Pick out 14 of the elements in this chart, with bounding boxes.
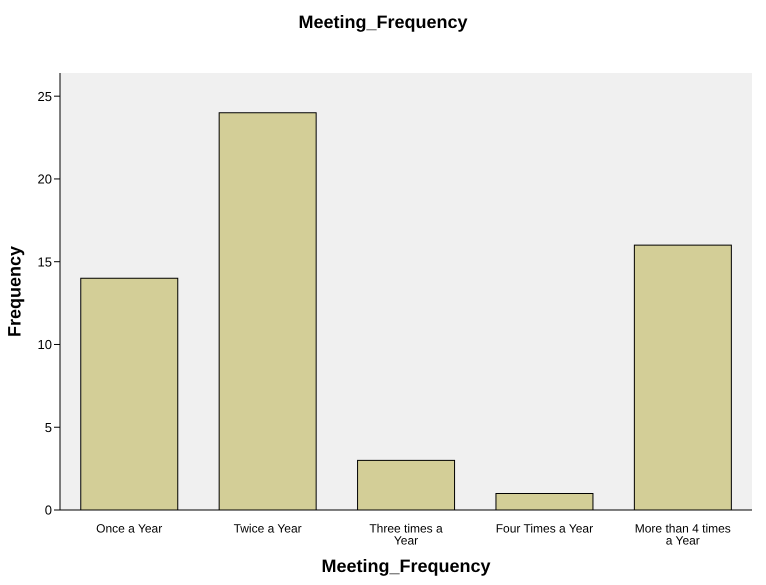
y-tick-label: 5 [44,420,52,435]
y-tick-label: 0 [44,502,52,518]
y-tick-label: 20 [38,172,52,187]
y-tick-label: 25 [38,88,52,104]
y-axis-title: Frequency [4,246,24,338]
x-tick-label: More than 4 times a Year [634,522,731,548]
x-tick-label: Twice a Year [234,522,302,536]
x-tick-label: Three times a Year [369,522,444,548]
x-tick-label: Once a Year [96,522,162,536]
y-tick-label: 10 [38,337,52,352]
x-axis-title: Meeting_Frequency [321,556,491,576]
y-tick-label: 15 [38,254,52,270]
x-tick-label: Four Times a Year [496,522,594,536]
chart-title: Meeting_Frequency [297,12,469,33]
